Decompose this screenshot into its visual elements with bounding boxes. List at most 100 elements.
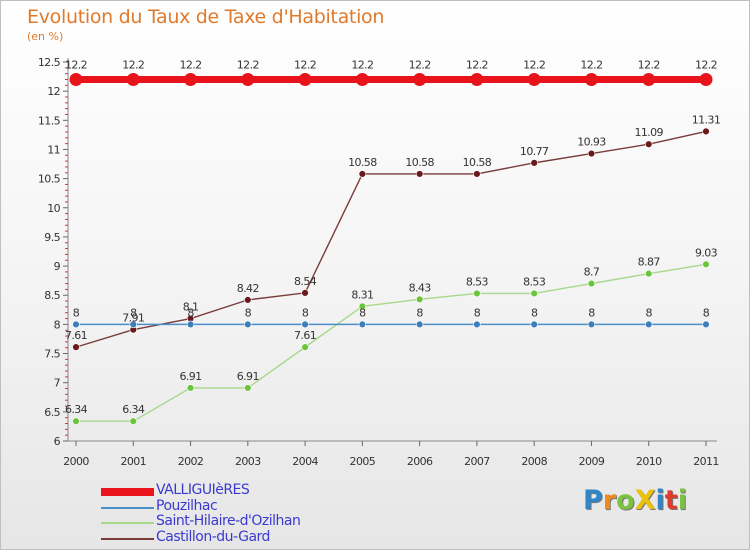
data-point [186,384,195,392]
data-point [355,72,369,86]
brand-letter: i [677,485,687,516]
x-tick-label: 2007 [464,455,490,468]
data-point [72,320,80,329]
data-label: 8 [703,306,710,319]
data-point [584,72,598,86]
data-label: 12.2 [351,58,373,71]
y-tick-label: 11.5 [38,114,61,127]
legend-swatch [101,506,154,509]
data-point [702,127,710,136]
brand-letter: r [602,485,617,516]
data-point [126,72,140,86]
data-label: 8 [245,306,252,319]
data-label: 8.53 [523,275,546,288]
chart-title: Evolution du Taux de Taxe d'Habitation [27,6,385,28]
data-label: 8.87 [638,256,661,269]
unit-label: (en %) [27,30,64,43]
data-label: 12.2 [523,58,545,71]
legend-label: Castillon-du-Gard [156,528,270,545]
data-point [244,320,252,329]
data-label: 8 [359,306,366,319]
series-0 [69,72,713,86]
data-label: 8 [416,306,423,319]
data-label: 10.93 [577,136,606,149]
x-tick-label: 2005 [350,455,376,468]
data-point [530,320,538,329]
data-label: 8.31 [351,288,373,301]
data-labels-layer: 6.34 6.34 6.91 6.91 7.61 8.31 8.43 8.53 8.53 8.7 8… [65,58,721,416]
data-point [587,149,596,158]
data-label: 8.7 [584,266,600,279]
x-tick-label: 2000 [63,455,89,468]
data-label: 8 [531,306,538,319]
data-label: 8.43 [409,281,432,294]
data-point [244,296,252,304]
data-point [358,320,367,329]
data-point [587,320,596,329]
data-label: 11.09 [634,126,663,139]
data-point [473,289,481,298]
series-line [76,263,707,422]
y-tick-label: 9 [54,260,61,273]
legend-label: Pouzilhac [156,497,218,514]
data-point [358,170,367,178]
brand-letter: i [655,485,665,516]
data-label: 8 [302,306,309,319]
legend-label: Saint-Hilaire-d'Ozilhan [156,513,301,529]
data-point [301,320,309,329]
data-label: 12.2 [122,58,144,71]
x-tick-label: 2008 [521,455,547,468]
brand-letter: X [634,485,656,516]
data-point [473,320,481,329]
data-point [413,72,427,86]
data-point [702,260,710,269]
data-label: 12.2 [580,58,602,71]
data-point [587,279,596,288]
legend-swatch [101,537,154,540]
y-tick-label: 12.5 [38,56,61,69]
y-tick-label: 11 [47,143,60,156]
data-point [298,72,312,86]
x-tick-label: 2011 [693,455,719,468]
brand-letter: o [616,485,635,516]
data-label: 12.2 [65,58,87,71]
data-label: 8.53 [466,275,489,288]
x-tick-label: 2004 [292,455,318,468]
data-label: 6.91 [237,370,259,383]
legend-swatch [101,488,154,496]
y-tick-label: 10.5 [38,173,61,186]
data-label: 10.58 [348,156,377,169]
brand-logo: ProXiti [583,485,687,516]
data-label: 8.1 [183,301,199,314]
data-label: 7.61 [294,329,316,342]
data-point [645,269,653,278]
y-tick-label: 6 [54,435,61,448]
series-layer [69,72,713,425]
data-point [129,417,137,425]
y-tick-label: 8.5 [44,289,60,302]
data-point [642,72,656,86]
data-label: 7.61 [65,329,87,342]
data-point [470,72,484,86]
data-point [241,72,255,86]
data-point [530,289,538,298]
y-tick-label: 7.5 [44,348,60,361]
data-label: 8 [130,306,137,319]
data-label: 12.2 [409,58,431,71]
data-point [527,72,541,86]
data-point [301,289,309,297]
data-label: 8 [474,306,481,319]
data-point [702,320,710,329]
data-point [358,302,367,311]
data-label: 8 [73,306,80,319]
data-label: 8.42 [237,282,259,295]
data-point [129,320,137,329]
y-tick-label: 10 [47,202,60,215]
legend-swatch [101,522,154,524]
data-label: 11.31 [692,113,721,126]
y-tick-label: 7 [54,377,61,390]
axes: 6 6.5 7 7.5 8 8.5 9 9.5 10 10.5 11 11.5 12 12.5 2000 20… [38,56,719,468]
data-label: 10.58 [405,156,434,169]
